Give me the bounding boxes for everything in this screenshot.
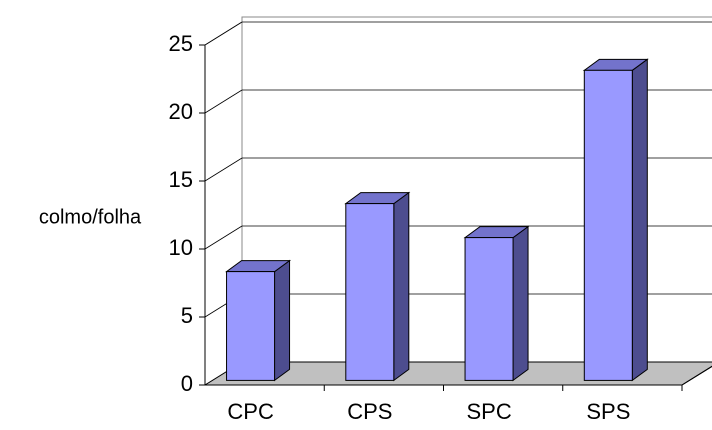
- bar: [583, 69, 633, 381]
- y-tick-label: 25: [169, 31, 193, 56]
- grid-line-side: [204, 225, 243, 250]
- x-tick-label: SPS: [586, 399, 630, 424]
- bar: [345, 203, 395, 381]
- x-tick-label: CPS: [347, 399, 392, 424]
- x-axis-end: [681, 365, 712, 386]
- grid-line-side: [204, 89, 243, 114]
- y-axis-label: colmo/folha: [39, 206, 142, 228]
- x-tick-label: SPC: [467, 399, 512, 424]
- bar: [226, 271, 276, 381]
- bar-side: [393, 191, 410, 382]
- bar-side: [512, 225, 529, 382]
- x-tick-label: CPC: [227, 399, 274, 424]
- grid-line-side: [204, 21, 243, 46]
- y-tick-label: 20: [169, 99, 193, 124]
- bar: [464, 237, 514, 381]
- y-tick-label: 10: [169, 235, 193, 260]
- grid-line-side: [204, 157, 243, 182]
- bar-side: [631, 58, 648, 382]
- back-wall: [241, 16, 712, 362]
- y-tick-label: 0: [181, 371, 193, 396]
- bar-side: [274, 259, 291, 382]
- y-tick-label: 15: [169, 167, 193, 192]
- y-tick-label: 5: [181, 303, 193, 328]
